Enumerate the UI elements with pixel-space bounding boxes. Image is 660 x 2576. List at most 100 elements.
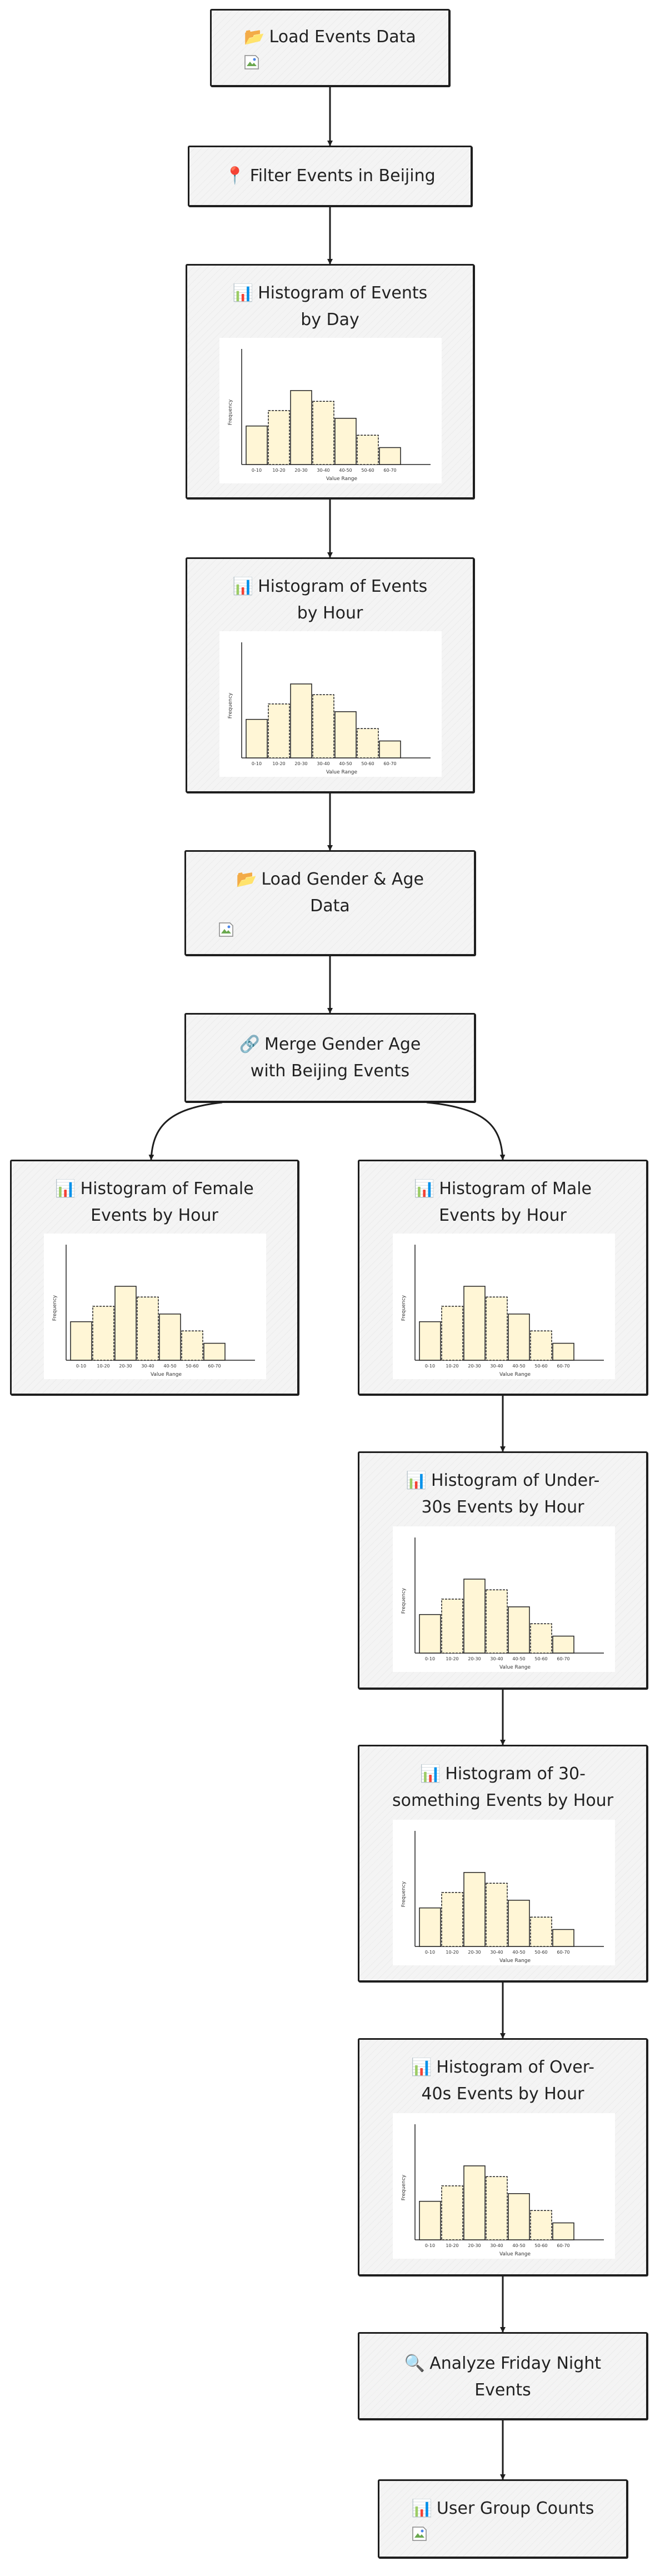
node-title: 🔗 Merge Gender Age with Beijing Events <box>186 1031 474 1085</box>
tick-label: 40-50 <box>163 1364 176 1369</box>
x-axis-label: Value Range <box>499 1665 531 1670</box>
tick-label: 0-10 <box>76 1364 86 1369</box>
bar-50-60 <box>530 1916 552 1947</box>
tick-label: 60-70 <box>383 761 396 766</box>
histogram-svg: 0-10 10-20 20-30 30-40 40-50 50-60 60-70 Value … <box>228 642 431 775</box>
tick-label: 0-10 <box>425 1656 435 1661</box>
node-hist-30s[interactable]: 📊 Histogram of 30- something Events by Ho… <box>358 1745 648 1982</box>
y-axis-label: Frequency <box>228 692 233 718</box>
tick-label: 50-60 <box>186 1364 198 1369</box>
magnifier-icon: 🔍 <box>404 2354 426 2373</box>
tick-label: 0-10 <box>252 468 262 473</box>
tick-label: 0-10 <box>425 2243 435 2248</box>
histogram-svg: 0-10 10-20 20-30 30-40 40-50 50-60 60-70 Value … <box>401 2124 604 2257</box>
bar-60-70 <box>552 1342 574 1361</box>
node-hist-female[interactable]: 📊 Histogram of Female Events by Hour 0-10… <box>10 1160 299 1395</box>
bar-60-70 <box>552 1635 574 1654</box>
folder-icon: 📂 <box>244 27 265 47</box>
y-axis-label: Frequency <box>401 1587 407 1614</box>
tick-label: 40-50 <box>512 2243 525 2248</box>
node-title: 📊 Histogram of Male Events by Hour <box>359 1176 646 1229</box>
title-line-1: Histogram of Female <box>80 1179 254 1199</box>
tick-label: 40-50 <box>339 761 352 766</box>
tick-label: 40-50 <box>339 468 352 473</box>
broken-image-icon <box>412 2527 427 2541</box>
bar-10-20 <box>268 703 290 758</box>
x-axis-label: Value Range <box>499 1958 531 1964</box>
node-title: 📂 Load Gender & Age Data <box>186 866 474 920</box>
x-axis-label: Value Range <box>326 476 358 482</box>
tick-label: 50-60 <box>534 1364 547 1369</box>
bar-30-40 <box>137 1296 159 1361</box>
tick-label: 50-60 <box>534 1656 547 1661</box>
node-hist-under30[interactable]: 📊 Histogram of Under- 30s Events by Hour … <box>358 1451 648 1689</box>
histogram-svg: 0-10 10-20 20-30 30-40 40-50 50-60 60-70 Value … <box>228 349 431 482</box>
bar-30-40 <box>486 1296 508 1361</box>
title-line-2: by Day <box>301 310 359 330</box>
bar-30-40 <box>486 2176 508 2240</box>
bar-30-40 <box>312 694 334 758</box>
tick-label: 60-70 <box>557 1364 569 1369</box>
node-load-gender-age[interactable]: 📂 Load Gender & Age Data <box>184 850 476 956</box>
bar-40-50 <box>159 1314 181 1361</box>
node-hist-male[interactable]: 📊 Histogram of Male Events by Hour 0-10 10… <box>358 1160 648 1395</box>
tick-label: 20-30 <box>119 1364 132 1369</box>
bar-50-60 <box>357 728 379 758</box>
node-title: 📍 Filter Events in Beijing <box>189 163 471 189</box>
bar-30-40 <box>312 401 334 465</box>
title-line-2: Events by Hour <box>439 1206 567 1225</box>
tick-label: 20-30 <box>468 2243 481 2248</box>
bar-30-40 <box>486 1589 508 1654</box>
node-friday[interactable]: 🔍 Analyze Friday Night Events <box>358 2332 648 2420</box>
bar-0-10 <box>419 2200 441 2240</box>
tick-label: 10-20 <box>446 1950 458 1955</box>
tick-label: 10-20 <box>446 2243 458 2248</box>
tick-label: 10-20 <box>272 761 285 766</box>
tick-label: 50-60 <box>361 761 374 766</box>
bar-40-50 <box>508 2193 530 2240</box>
node-title: 📊 User Group Counts <box>379 2495 626 2522</box>
histogram-chart: 0-10 10-20 20-30 30-40 40-50 50-60 60-70 Value … <box>219 338 442 483</box>
node-load-events[interactable]: 📂 Load Events Data <box>210 9 450 87</box>
histogram-chart: 0-10 10-20 20-30 30-40 40-50 50-60 60-70 Value … <box>393 1234 615 1379</box>
bar-50-60 <box>181 1330 203 1361</box>
histogram-svg: 0-10 10-20 20-30 30-40 40-50 50-60 60-70 Value … <box>401 1245 604 1377</box>
node-title: 📂 Load Events Data <box>212 24 448 51</box>
title-line-2: Data <box>310 896 350 916</box>
histogram-chart: 0-10 10-20 20-30 30-40 40-50 50-60 60-70 Value … <box>393 1820 615 1965</box>
title-line-1: Histogram of Events <box>258 283 428 303</box>
bar-40-50 <box>508 1606 530 1654</box>
chart-icon: 📊 <box>420 1764 441 1784</box>
bar-60-70 <box>203 1342 226 1361</box>
node-user-groups[interactable]: 📊 User Group Counts <box>378 2479 628 2558</box>
node-title: 📊 Histogram of 30- something Events by Ho… <box>359 1761 646 1814</box>
histogram-svg: 0-10 10-20 20-30 30-40 40-50 50-60 60-70 Value … <box>52 1245 255 1377</box>
tick-label: 50-60 <box>534 2243 547 2248</box>
bar-0-10 <box>246 718 268 758</box>
node-title: 📊 Histogram of Events by Day <box>187 280 473 333</box>
bar-60-70 <box>379 740 401 758</box>
tick-label: 10-20 <box>446 1364 458 1369</box>
histogram-chart: 0-10 10-20 20-30 30-40 40-50 50-60 60-70 Value … <box>44 1234 266 1379</box>
bar-10-20 <box>441 1306 463 1361</box>
node-merge[interactable]: 🔗 Merge Gender Age with Beijing Events <box>184 1013 476 1102</box>
node-hist-day[interactable]: 📊 Histogram of Events by Day 0-10 10-20 20-… <box>186 264 474 499</box>
y-axis-label: Frequency <box>401 2174 407 2200</box>
title-line-2: by Hour <box>297 603 363 623</box>
y-axis-label: Frequency <box>401 1881 407 1907</box>
histogram-svg: 0-10 10-20 20-30 30-40 40-50 50-60 60-70 Value … <box>401 1537 604 1670</box>
node-filter-beijing[interactable]: 📍 Filter Events in Beijing <box>188 146 472 207</box>
histogram-chart: 0-10 10-20 20-30 30-40 40-50 50-60 60-70 Value … <box>393 2113 615 2259</box>
title-line-2: with Beijing Events <box>250 1061 410 1081</box>
node-hist-over40[interactable]: 📊 Histogram of Over- 40s Events by Hour 0… <box>358 2038 648 2276</box>
bar-40-50 <box>334 711 357 758</box>
bar-10-20 <box>441 2185 463 2240</box>
tick-label: 20-30 <box>468 1950 481 1955</box>
tick-label: 60-70 <box>383 468 396 473</box>
tick-label: 10-20 <box>272 468 285 473</box>
pin-icon: 📍 <box>224 166 246 186</box>
node-hist-hour[interactable]: 📊 Histogram of Events by Hour 0-10 10-20 20… <box>186 557 474 793</box>
tick-label: 30-40 <box>317 468 329 473</box>
bar-0-10 <box>419 1321 441 1361</box>
